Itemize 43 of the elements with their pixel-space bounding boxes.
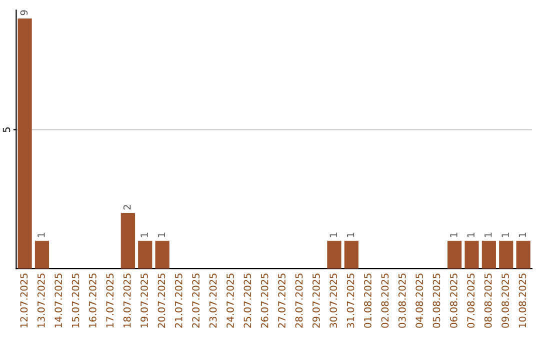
data-label: 1 — [467, 232, 474, 237]
x-tick-label: 30.07.2025 — [330, 274, 338, 328]
x-tick-label: 21.07.2025 — [174, 274, 182, 328]
x-tick-label: 14.07.2025 — [54, 274, 62, 328]
x-tick-label: 10.08.2025 — [518, 274, 526, 328]
data-label: 2 — [123, 205, 131, 210]
x-tick-label: 04.08.2025 — [416, 274, 423, 328]
x-tick-label: 13.07.2025 — [37, 274, 45, 328]
data-label: 1 — [518, 232, 526, 237]
x-tick-label: 22.07.2025 — [192, 274, 200, 328]
data-label: 1 — [484, 232, 492, 237]
x-tick-label: 29.07.2025 — [312, 274, 320, 328]
x-tick-label: 20.07.2025 — [158, 274, 166, 328]
x-tick-label: 26.07.2025 — [260, 274, 268, 328]
x-tick-label: 19.07.2025 — [140, 274, 148, 328]
x-tick-label: 17.07.2025 — [106, 274, 114, 328]
x-tick-label: 01.08.2025 — [364, 274, 372, 328]
x-tick-label: 15.07.2025 — [72, 274, 80, 328]
x-tick-label: 06.08.2025 — [450, 274, 458, 328]
x-tick-label: 25.07.2025 — [244, 274, 252, 328]
data-label: 1 — [330, 232, 337, 237]
data-label: 1 — [38, 232, 45, 237]
data-label: 1 — [140, 232, 148, 237]
x-tick-label: 16.07.2025 — [89, 274, 96, 328]
x-tick-label: 09.08.2025 — [502, 274, 509, 328]
x-tick-label: 03.08.2025 — [398, 274, 406, 328]
x-tick-label: 12.07.2025 — [20, 274, 28, 328]
x-tick-label: 24.07.2025 — [226, 274, 234, 328]
x-tick-label: 02.08.2025 — [381, 274, 389, 328]
data-label: 1 — [347, 232, 354, 237]
x-tick-label: 31.07.2025 — [346, 274, 354, 328]
x-tick-label: 07.08.2025 — [467, 274, 475, 328]
data-label: 9 — [20, 10, 28, 16]
y-tick-label: 5 — [2, 127, 10, 132]
x-tick-label: 23.07.2025 — [209, 274, 217, 328]
x-tick-label: 08.08.2025 — [484, 274, 492, 328]
data-label: 1 — [450, 232, 458, 237]
x-tick-label: 28.07.2025 — [295, 274, 303, 328]
x-tick-label: 05.08.2025 — [432, 274, 440, 328]
data-label: 1 — [158, 232, 165, 237]
data-label: 1 — [502, 232, 509, 237]
x-tick-label: 27.07.2025 — [278, 274, 286, 328]
x-tick-label: 18.07.2025 — [123, 274, 131, 328]
